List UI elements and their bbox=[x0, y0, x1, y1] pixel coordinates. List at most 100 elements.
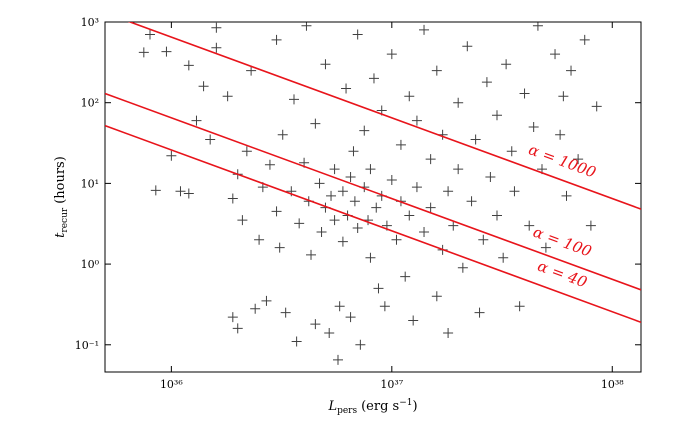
x-label-text: (erg s bbox=[361, 399, 399, 414]
point bbox=[198, 81, 209, 92]
point bbox=[540, 242, 551, 253]
point bbox=[232, 323, 243, 334]
point bbox=[348, 146, 359, 157]
point bbox=[316, 226, 327, 237]
point bbox=[485, 172, 496, 183]
x-axis-label: Lpers (erg s−1) bbox=[327, 398, 417, 416]
x-tick-label: 10³⁶ bbox=[160, 378, 183, 391]
point bbox=[144, 29, 155, 40]
reference-line bbox=[105, 124, 641, 324]
point bbox=[211, 42, 222, 53]
point bbox=[306, 249, 317, 260]
point bbox=[365, 252, 376, 263]
x-label-tail: ) bbox=[412, 399, 417, 414]
point bbox=[280, 307, 291, 318]
y-tick-label: 10⁻¹ bbox=[75, 339, 99, 352]
point bbox=[408, 315, 419, 326]
y-tick-label: 10⁰ bbox=[81, 258, 100, 271]
point bbox=[466, 196, 477, 207]
plot-frame bbox=[104, 21, 642, 373]
point bbox=[395, 139, 406, 150]
point bbox=[443, 327, 454, 338]
point bbox=[320, 59, 331, 70]
point bbox=[337, 236, 348, 247]
point bbox=[227, 312, 238, 323]
point bbox=[261, 295, 272, 306]
point bbox=[579, 34, 590, 45]
point bbox=[352, 223, 363, 234]
point bbox=[514, 301, 525, 312]
point bbox=[175, 186, 186, 197]
point bbox=[532, 22, 543, 31]
y-label-subscript: recur bbox=[60, 207, 70, 232]
point bbox=[491, 210, 502, 221]
point bbox=[453, 164, 464, 175]
point bbox=[264, 159, 275, 170]
point bbox=[411, 182, 422, 193]
point bbox=[277, 129, 288, 140]
point bbox=[289, 94, 300, 105]
point bbox=[345, 172, 356, 183]
point bbox=[250, 303, 261, 314]
point bbox=[365, 164, 376, 175]
point bbox=[561, 190, 572, 201]
point bbox=[453, 97, 464, 108]
point bbox=[524, 220, 535, 231]
reference-line bbox=[105, 92, 641, 291]
point bbox=[166, 150, 177, 161]
point bbox=[400, 271, 411, 282]
point bbox=[419, 226, 430, 237]
point bbox=[506, 146, 517, 157]
point bbox=[386, 49, 397, 60]
point bbox=[274, 242, 285, 253]
point bbox=[334, 301, 345, 312]
point bbox=[558, 91, 569, 102]
point bbox=[491, 110, 502, 121]
point bbox=[355, 339, 366, 350]
point bbox=[555, 129, 566, 140]
point bbox=[222, 91, 233, 102]
point bbox=[470, 134, 481, 145]
point bbox=[161, 46, 172, 57]
y-axis-label: trecur (hours) bbox=[53, 156, 70, 238]
point bbox=[373, 283, 384, 294]
point bbox=[310, 319, 321, 330]
point bbox=[498, 252, 509, 263]
point bbox=[237, 215, 248, 226]
point bbox=[205, 134, 216, 145]
plot-area bbox=[105, 22, 641, 365]
point bbox=[329, 215, 340, 226]
point bbox=[341, 83, 352, 94]
point bbox=[431, 291, 442, 302]
point bbox=[291, 336, 302, 347]
point bbox=[419, 24, 430, 35]
point bbox=[150, 185, 161, 196]
point bbox=[478, 234, 489, 245]
point bbox=[425, 154, 436, 165]
point bbox=[368, 73, 379, 84]
point bbox=[324, 327, 335, 338]
x-tick-label: 10³⁸ bbox=[601, 378, 624, 391]
point bbox=[391, 234, 402, 245]
point bbox=[329, 164, 340, 175]
point bbox=[241, 146, 252, 157]
point bbox=[332, 354, 343, 365]
point bbox=[254, 234, 265, 245]
x-label-superscript: −1 bbox=[399, 398, 412, 408]
point bbox=[519, 88, 530, 99]
point bbox=[386, 175, 397, 186]
line-annotation: α = 1000 bbox=[526, 140, 599, 181]
point bbox=[474, 307, 485, 318]
y-tick-label: 10¹ bbox=[81, 177, 99, 190]
point bbox=[371, 202, 382, 213]
point bbox=[183, 60, 194, 71]
point bbox=[314, 178, 325, 189]
x-label-subscript: pers bbox=[337, 406, 357, 416]
point bbox=[501, 59, 512, 70]
reference-line bbox=[127, 22, 641, 210]
point bbox=[585, 220, 596, 231]
point bbox=[349, 196, 360, 207]
point bbox=[591, 101, 602, 112]
point bbox=[566, 65, 577, 76]
line-annotation: α = 100 bbox=[531, 223, 595, 261]
